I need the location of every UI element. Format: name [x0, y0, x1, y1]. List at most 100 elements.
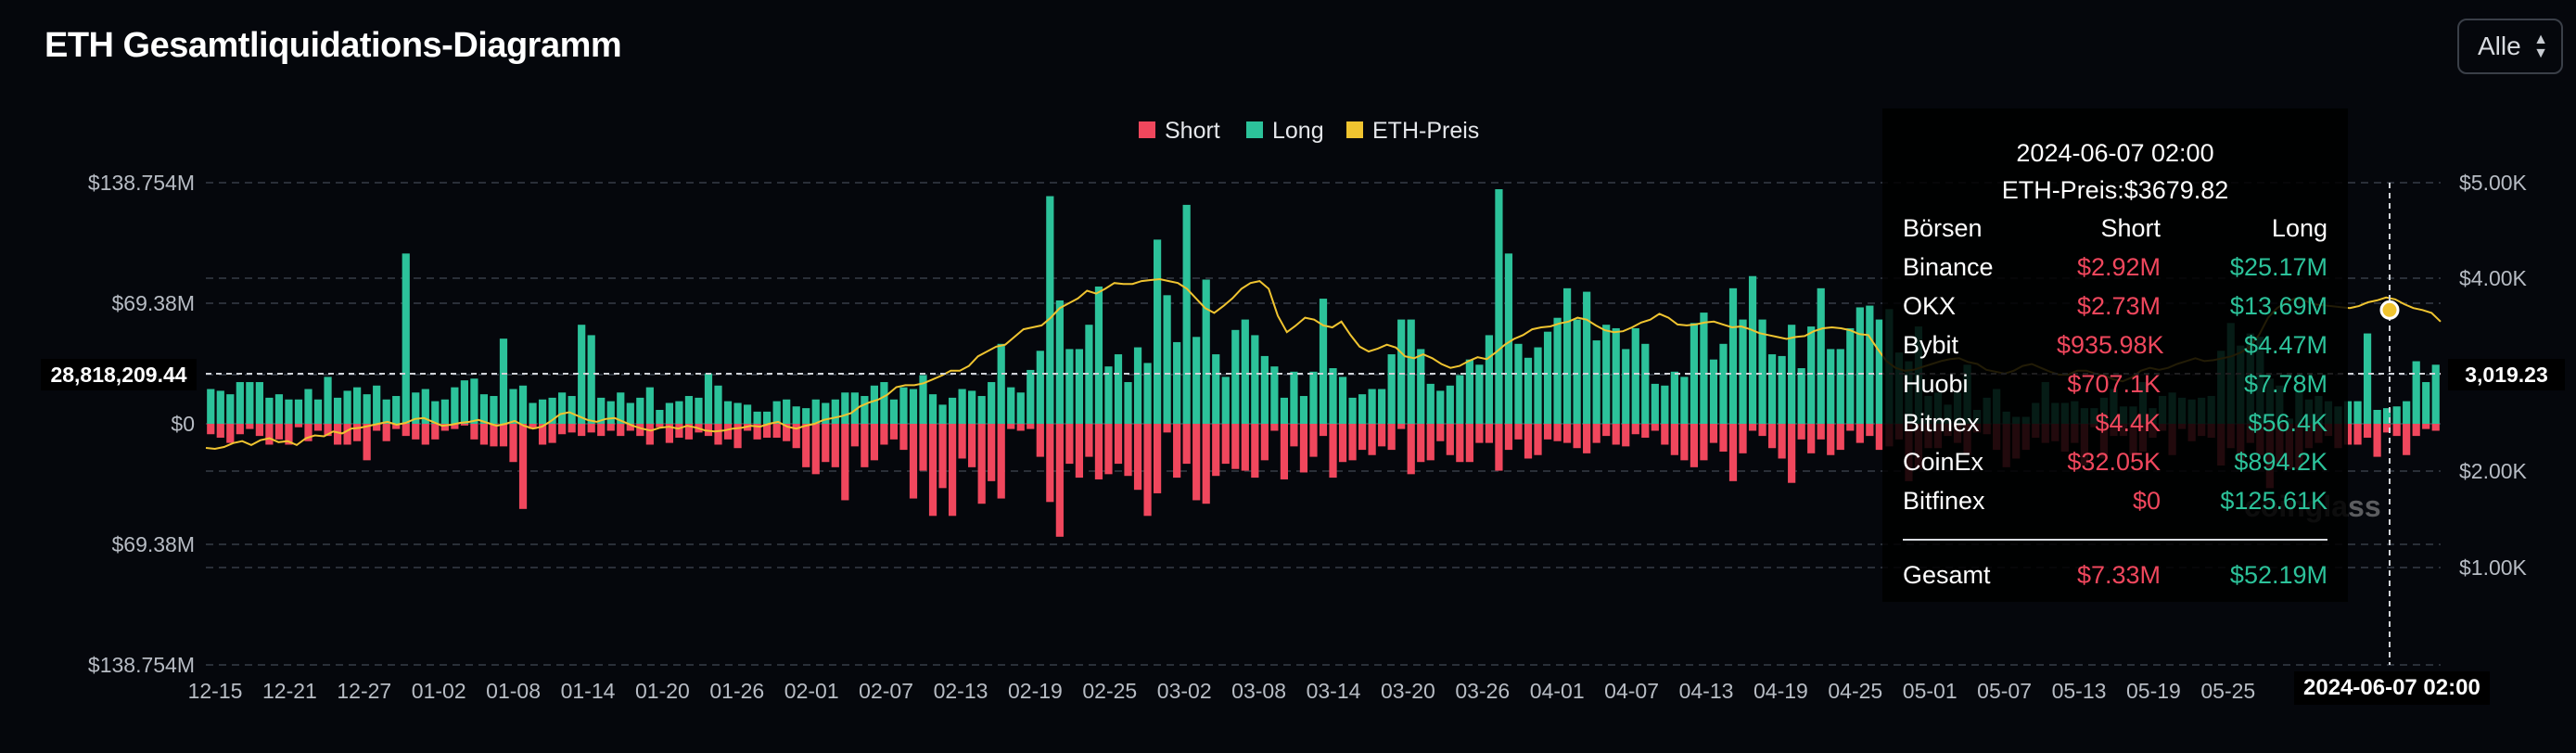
long-bar [831, 399, 839, 424]
short-bar [899, 424, 908, 451]
short-bar [850, 424, 859, 447]
long-bar [1407, 319, 1415, 424]
short-bar [2353, 424, 2362, 445]
long-bar [792, 406, 800, 424]
crosshair-right-box [2448, 359, 2565, 390]
x-tick-label: 03-26 [1455, 679, 1510, 703]
short-bar [1133, 424, 1142, 491]
tooltip-exchange-name: Bitfinex [1903, 486, 1985, 515]
long-bar [1251, 335, 1259, 424]
long-bar [763, 411, 772, 424]
short-bar [1368, 424, 1376, 455]
long-bar [1133, 347, 1142, 424]
tooltip-total-short: $7.33M [2076, 560, 2161, 589]
crosshair-right-value: 3,019.23 [2465, 363, 2548, 387]
legend-label: Long [1272, 118, 1324, 144]
long-bar [1661, 385, 1669, 424]
short-bar [1846, 424, 1855, 431]
long-bar [1397, 319, 1406, 424]
long-bar [255, 382, 263, 424]
long-bar [207, 389, 215, 424]
long-bar [2422, 382, 2430, 424]
long-bar [402, 253, 410, 424]
short-bar [1378, 424, 1386, 447]
long-bar [304, 389, 312, 424]
short-bar [1075, 424, 1084, 479]
x-tick-label: 05-25 [2200, 679, 2255, 703]
long-bar [772, 401, 781, 424]
long-bar [246, 382, 254, 424]
long-bar [421, 389, 429, 424]
long-bar [2373, 410, 2381, 424]
long-bar [1485, 335, 1494, 424]
long-bar [440, 399, 449, 424]
long-bar [841, 392, 849, 424]
long-bar [636, 397, 644, 424]
short-bar [733, 424, 742, 449]
short-bar [1661, 424, 1669, 445]
long-bar [2412, 361, 2420, 424]
long-bar [1846, 327, 1855, 424]
long-bar [1016, 392, 1025, 424]
long-bar [431, 401, 440, 424]
short-bar [977, 424, 986, 504]
short-bar [938, 424, 947, 489]
x-tick-label: 05-01 [1903, 679, 1958, 703]
short-bar [626, 424, 634, 431]
short-bar [1456, 424, 1464, 463]
short-bar [1192, 424, 1201, 501]
short-bar [2343, 424, 2353, 445]
short-bar [606, 424, 615, 431]
long-bar [889, 399, 899, 424]
short-bar [1700, 424, 1708, 461]
tooltip-exchange-row: OKX $2.73M $13.69M [1903, 287, 2327, 325]
exchange-select[interactable]: Alle ▲ ▼ [2457, 19, 2563, 74]
long-bar [1104, 366, 1113, 424]
short-bar [704, 424, 713, 437]
short-bar [1797, 424, 1805, 440]
short-bar [1143, 424, 1152, 517]
tooltip-exchange-short: $0 [2132, 486, 2161, 515]
long-bar [1007, 387, 1015, 424]
long-bar [695, 397, 703, 424]
tooltip: 2024-06-07 02:00 ETH-Preis:$3679.82 Börs… [1882, 108, 2348, 602]
short-bar [968, 424, 976, 467]
short-bar [2383, 424, 2391, 433]
long-bar [333, 397, 342, 424]
short-bar [1016, 424, 1025, 431]
long-bar [1592, 340, 1600, 424]
short-bar [861, 424, 869, 467]
short-bar [753, 424, 761, 440]
long-bar [704, 373, 713, 424]
short-bar [656, 424, 664, 428]
long-bar [1651, 383, 1659, 424]
x-tick-label: 01-08 [486, 679, 541, 703]
short-bar [1866, 424, 1874, 437]
short-bar [684, 424, 694, 440]
long-bar [1231, 329, 1240, 424]
chevron-updown-icon: ▲ ▼ [2533, 32, 2548, 61]
tooltip-exchange-short: $2.73M [2076, 291, 2161, 320]
long-bar [1387, 354, 1396, 424]
tooltip-total-label: Gesamt [1903, 560, 1991, 589]
x-tick-label: 02-01 [784, 679, 839, 703]
long-bar [675, 401, 683, 424]
short-bar [363, 424, 371, 461]
short-bar [1495, 424, 1503, 471]
long-bar [1212, 354, 1220, 424]
short-bar [831, 424, 839, 467]
long-bar [1260, 355, 1269, 424]
short-bar [460, 424, 468, 426]
x-tick-label: 04-13 [1679, 679, 1734, 703]
short-bar [558, 424, 567, 435]
x-tick-label: 01-14 [561, 679, 616, 703]
short-bar [1007, 424, 1015, 429]
long-bar [1338, 376, 1347, 424]
long-bar [1446, 385, 1454, 424]
short-bar [1036, 424, 1044, 457]
long-bar [1573, 319, 1581, 424]
short-bar [841, 424, 849, 501]
short-bar [880, 424, 888, 445]
long-bar [1348, 397, 1357, 424]
short-bar [1475, 424, 1484, 443]
